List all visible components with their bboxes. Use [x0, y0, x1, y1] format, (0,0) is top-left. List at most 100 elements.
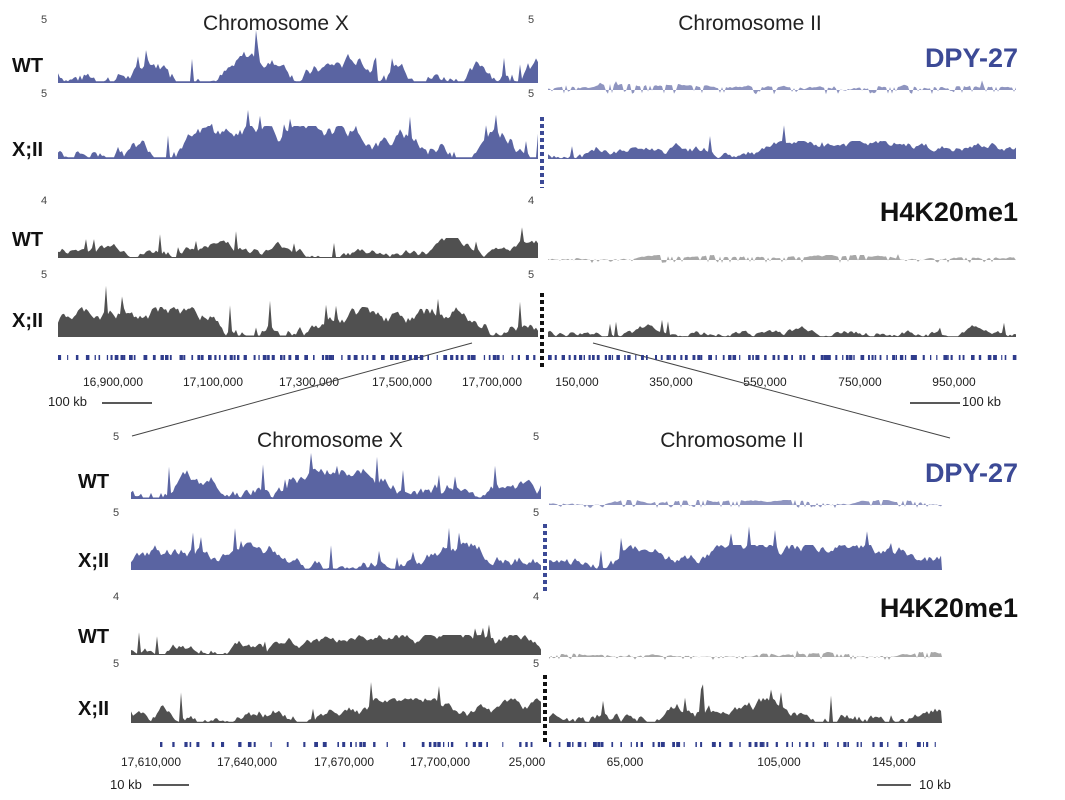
gene-annotation — [680, 355, 683, 360]
zoom-connector-right — [592, 342, 951, 439]
top-marker-h4k20me1: H4K20me1 — [880, 197, 1018, 227]
gene-annotation — [700, 355, 703, 360]
gene-annotation — [496, 355, 500, 360]
gene-annotation — [120, 355, 124, 360]
gene-annotation — [359, 742, 363, 747]
gene-annotation — [271, 355, 275, 360]
bottom-coord-left: 17,640,000 — [217, 755, 277, 769]
gene-annotation — [640, 742, 643, 747]
gene-annotation — [786, 742, 789, 747]
gene-annotation — [641, 355, 644, 360]
gene-annotation — [657, 742, 660, 747]
gene-annotation — [672, 742, 675, 747]
gene-annotation — [191, 355, 194, 360]
coverage-track — [131, 682, 541, 723]
gene-annotation — [669, 355, 671, 360]
gene-annotation — [868, 355, 870, 360]
bottom-scalebar-right-label: 10 kb — [919, 777, 951, 792]
gene-annotation — [593, 742, 597, 747]
coverage-track — [549, 500, 942, 508]
top-scalebar-right-label: 100 kb — [962, 394, 1001, 409]
gene-annotation — [295, 355, 299, 360]
gene-annotation — [211, 742, 215, 747]
top-row-label: WT — [12, 55, 43, 77]
gene-annotation — [288, 355, 292, 360]
gene-annotation — [218, 355, 221, 360]
gene-annotation — [328, 355, 333, 360]
gene-annotation — [803, 355, 806, 360]
gene-annotation — [684, 355, 688, 360]
gene-annotation — [987, 355, 992, 360]
gene-annotation — [913, 355, 917, 360]
gene-annotation — [860, 742, 862, 747]
gene-annotation — [916, 742, 921, 747]
gene-annotation — [189, 742, 192, 747]
gene-annotation — [470, 355, 475, 360]
gene-annotation — [286, 742, 289, 747]
gene-annotation — [427, 355, 429, 360]
bottom-scale-right: 5 — [533, 507, 539, 519]
gene-annotation — [183, 355, 186, 360]
gene-annotation — [748, 355, 751, 360]
gene-annotation — [579, 355, 583, 360]
gene-annotation — [611, 742, 614, 747]
top-scale-left: 4 — [41, 195, 47, 207]
bottom-scale-right: 4 — [533, 591, 539, 603]
gene-annotation — [342, 742, 346, 747]
bottom-scale-right: 5 — [533, 658, 539, 670]
top-scale-left: 5 — [41, 14, 47, 26]
gene-annotation — [904, 355, 907, 360]
gene-annotation — [519, 742, 522, 747]
gene-annotation — [812, 355, 815, 360]
coverage-track — [131, 452, 541, 499]
gene-annotation — [314, 742, 318, 747]
gene-annotation — [752, 355, 754, 360]
gene-annotation — [683, 742, 685, 747]
gene-annotation — [341, 355, 343, 360]
gene-annotation — [655, 355, 657, 360]
gene-annotation — [837, 742, 839, 747]
gene-annotation — [824, 355, 828, 360]
gene-annotation — [237, 355, 240, 360]
gene-annotation — [739, 742, 741, 747]
gene-annotation — [729, 742, 733, 747]
bottom-coord-left: 17,700,000 — [410, 755, 470, 769]
gene-annotation — [243, 355, 247, 360]
gene-annotation — [926, 742, 929, 747]
gene-annotation — [1012, 355, 1017, 360]
bottom-row-label: X;II — [78, 550, 109, 572]
top-scale-right: 4 — [528, 195, 534, 207]
gene-annotation — [845, 355, 849, 360]
bottom-coord-right: 145,000 — [872, 755, 916, 769]
gene-annotation — [886, 355, 888, 360]
gene-annotation — [596, 355, 600, 360]
gene-annotation — [849, 355, 853, 360]
gene-annotation — [910, 355, 915, 360]
gene-annotation — [325, 355, 329, 360]
top-scale-right: 5 — [528, 14, 534, 26]
gene-annotation — [898, 742, 903, 747]
gene-annotation — [577, 742, 582, 747]
top-coord-right: 950,000 — [932, 375, 976, 389]
gene-annotation — [123, 355, 126, 360]
gene-annotation — [381, 355, 385, 360]
gene-annotation — [229, 355, 233, 360]
gene-annotation — [110, 355, 113, 360]
bottom-coord-left: 25,000 — [509, 755, 546, 769]
gene-annotation — [646, 355, 648, 360]
gene-annotation — [823, 742, 827, 747]
bottom-coord-right: 65,000 — [607, 755, 644, 769]
bottom-scale-left: 5 — [113, 431, 119, 443]
gene-annotation — [899, 355, 904, 360]
gene-annotation — [447, 742, 449, 747]
gene-annotation — [601, 742, 604, 747]
gene-annotation — [428, 742, 432, 747]
gene-annotation — [879, 355, 882, 360]
top-coord-right: 150,000 — [555, 375, 599, 389]
gene-annotation — [258, 355, 260, 360]
gene-annotation — [1004, 355, 1007, 360]
gene-annotation — [267, 355, 270, 360]
top-scalebar-left-label: 100 kb — [48, 394, 87, 409]
gene-annotation — [993, 355, 997, 360]
gene-annotation — [253, 355, 256, 360]
